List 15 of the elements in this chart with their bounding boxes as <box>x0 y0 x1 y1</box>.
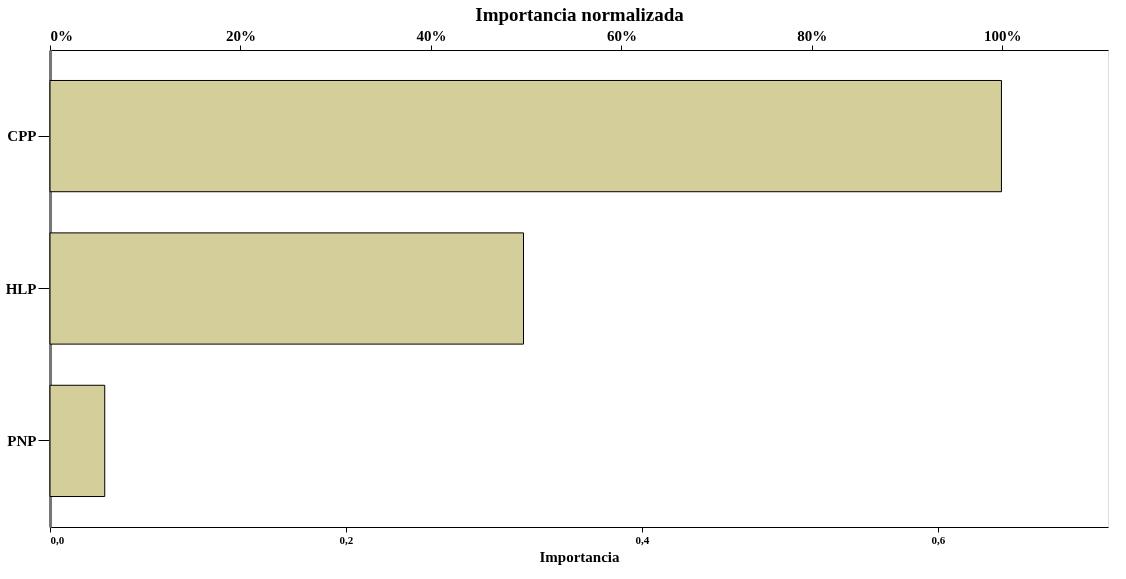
x-tick-label: 0,4 <box>635 533 650 546</box>
x2-tick-label: 100% <box>984 27 1022 44</box>
x2-axis-title: Importancia normalizada <box>475 3 685 25</box>
x2-tick-label: 60% <box>606 27 637 44</box>
y-tick-label: HLP <box>5 280 37 297</box>
x-tick-label: 0,0 <box>50 533 65 546</box>
x-tick-label: 0,6 <box>931 533 946 546</box>
y-tick-label: PNP <box>7 432 37 449</box>
x2-tick-label: 0% <box>50 27 73 44</box>
y-tick-label: CPP <box>7 128 37 145</box>
x-tick-label: 0,2 <box>339 533 354 546</box>
x2-tick-label: 20% <box>225 27 256 44</box>
x-axis-title: Importancia <box>539 548 620 565</box>
x2-tick-label: 80% <box>797 27 828 44</box>
x2-tick-label: 40% <box>416 27 447 44</box>
